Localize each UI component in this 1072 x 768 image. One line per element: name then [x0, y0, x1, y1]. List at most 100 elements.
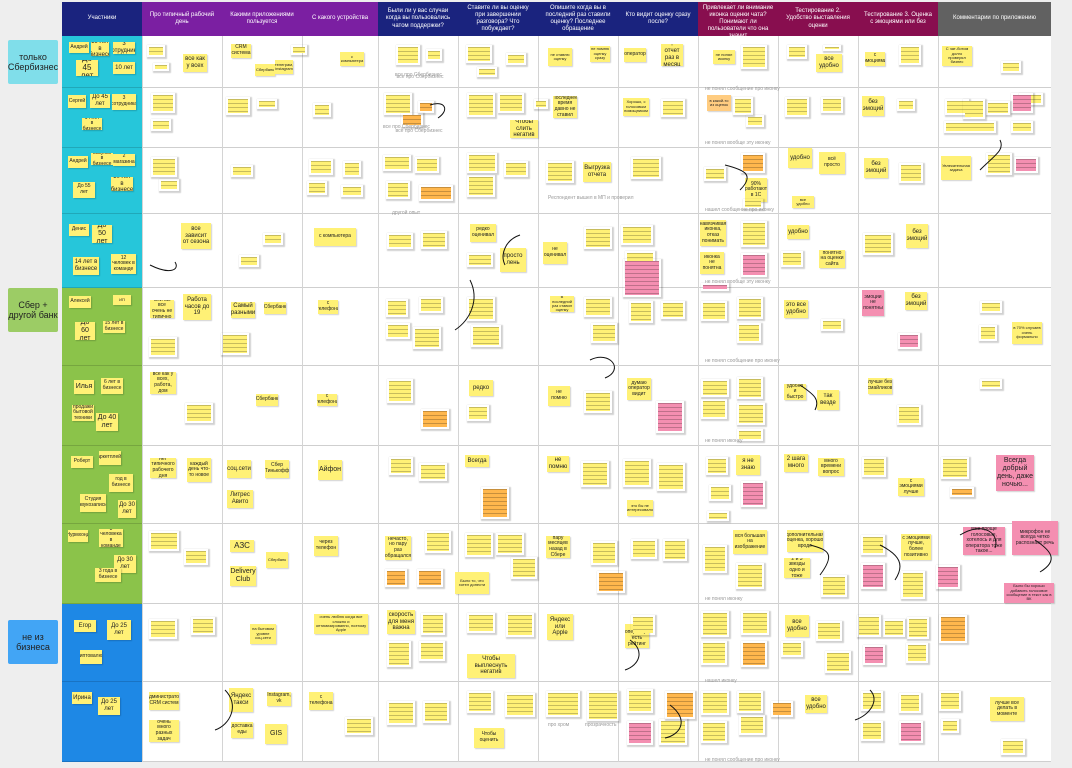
filler-sticky — [906, 616, 930, 640]
filler-sticky — [860, 720, 884, 742]
sticky-note: все про Сбербизнес — [396, 74, 444, 81]
filler-sticky — [340, 184, 364, 198]
column-header: Тестирование 1. Привлекает ли внимание и… — [698, 2, 778, 36]
participant-note: 12 человек в команде — [111, 254, 136, 274]
filler-sticky — [464, 532, 494, 558]
participant-note: До 50 лет — [92, 225, 112, 243]
filler-sticky — [497, 92, 525, 114]
filler-sticky — [425, 48, 443, 62]
filler-sticky — [949, 486, 975, 498]
sticky-note: оператор — [624, 48, 646, 62]
filler-sticky — [238, 254, 260, 268]
sticky-note: Работа часов до 19 — [183, 294, 211, 320]
filler-sticky — [466, 92, 496, 118]
filler-sticky — [898, 44, 922, 66]
sticky-note: удобно и быстро — [784, 384, 806, 400]
sticky-note: понятно на оценки сайта — [819, 250, 845, 268]
participant-note: продажи бытовой техники — [72, 405, 94, 421]
filler-sticky — [388, 456, 414, 476]
participant-note: Егор — [74, 620, 96, 632]
sticky-note: все удобно — [805, 695, 827, 713]
participant-note: 14 лет в бизнесе — [73, 257, 99, 275]
filler-sticky — [1010, 92, 1034, 114]
filler-sticky — [545, 160, 575, 184]
filler-sticky — [935, 564, 961, 590]
filler-sticky — [586, 690, 620, 722]
participant-note: 10 лет в бизнесе — [111, 177, 133, 191]
sticky-note: удобно — [787, 225, 809, 239]
sticky-note: Сбербанк — [256, 394, 278, 406]
participant-note: Алексей — [69, 296, 91, 308]
sticky-note: очень люблю когда все сложно и оптимизир… — [314, 614, 368, 634]
filler-sticky — [700, 300, 728, 322]
column-divider — [618, 36, 619, 762]
filler-sticky — [583, 226, 613, 250]
sticky-note: 2 шага много — [784, 454, 808, 472]
sticky-note: телеграм, instagram — [275, 60, 293, 74]
filler-sticky — [861, 456, 887, 478]
filler-sticky — [152, 62, 170, 72]
filler-sticky — [897, 332, 921, 350]
filler-sticky — [736, 322, 762, 344]
sticky-note: в какой-то из оценок — [707, 95, 731, 111]
filler-sticky — [740, 610, 770, 636]
participant-note: Денис — [69, 224, 89, 236]
board-note-label: все про Сбербизнес — [383, 124, 430, 130]
sticky-note: думаю оператор видит — [627, 378, 651, 400]
board-note-label: про хром — [548, 722, 570, 728]
filler-sticky — [985, 100, 1011, 116]
sticky-note: много времени вопрос — [818, 458, 844, 476]
filler-sticky — [342, 160, 362, 178]
sticky-note: все удобно — [785, 615, 809, 637]
sticky-note: удобно — [788, 148, 812, 168]
sticky-note: + отчет раз в месяц — [661, 44, 683, 66]
filler-sticky — [740, 44, 768, 70]
sticky-note: не помню оценку сразу — [590, 46, 610, 62]
sticky-note: с компьютера — [314, 228, 356, 246]
row-background — [62, 36, 1051, 88]
participant-note: Илья — [74, 380, 94, 394]
filler-sticky — [938, 690, 962, 712]
filler-sticky — [590, 540, 618, 566]
board-note-label: другой опыт — [392, 210, 421, 216]
participant-note: 10 лет — [113, 62, 135, 74]
row-background — [62, 88, 1051, 148]
sticky-note: Хорошо, с голосовым помощником — [623, 98, 649, 116]
filler-sticky — [862, 232, 894, 256]
filler-sticky — [898, 162, 924, 184]
sticky-note: редко — [469, 380, 493, 396]
filler-sticky — [943, 120, 997, 134]
filler-sticky — [740, 480, 766, 508]
filler-sticky — [386, 640, 412, 668]
filler-sticky — [465, 44, 493, 64]
board-note-label: не понял вообще эту иконку — [705, 140, 771, 146]
sticky-note: В последний раз ставил оценку — [550, 296, 574, 312]
participant-note: Нурмхонд — [68, 530, 88, 542]
filler-sticky — [466, 690, 494, 714]
filler-sticky — [480, 486, 510, 520]
filler-sticky — [385, 180, 411, 200]
filler-sticky — [940, 456, 970, 480]
filler-sticky — [655, 400, 685, 434]
filler-sticky — [418, 296, 444, 314]
sticky-note: Сбербанк — [255, 64, 275, 76]
filler-sticky — [420, 612, 446, 636]
column-header: Тестирование 2. Удобство выставления оце… — [778, 2, 858, 36]
sticky-note: все удобно — [816, 54, 842, 72]
participant-note: До 55 лет — [73, 182, 95, 198]
sticky-note: Чтобы выплеснуть негатив — [467, 654, 515, 678]
column-divider — [858, 36, 859, 762]
participant-note: До 45 лет — [90, 94, 110, 108]
sticky-note: с телефона — [309, 692, 333, 710]
sticky-note: Всегда добрый день, даже ночью... — [996, 455, 1034, 491]
column-header: Были ли у вас случаи когда вы пользовали… — [378, 2, 458, 36]
participant-note: год в бизнесе — [109, 474, 133, 492]
filler-sticky — [656, 462, 686, 492]
board-note-label: нашел иконку — [705, 678, 737, 684]
filler-sticky — [736, 376, 764, 400]
sticky-note: Сбербанк — [264, 302, 286, 314]
filler-sticky — [860, 690, 884, 712]
filler-sticky — [740, 252, 768, 278]
filler-sticky — [700, 378, 730, 398]
sticky-note: с эмоциями — [865, 52, 885, 66]
